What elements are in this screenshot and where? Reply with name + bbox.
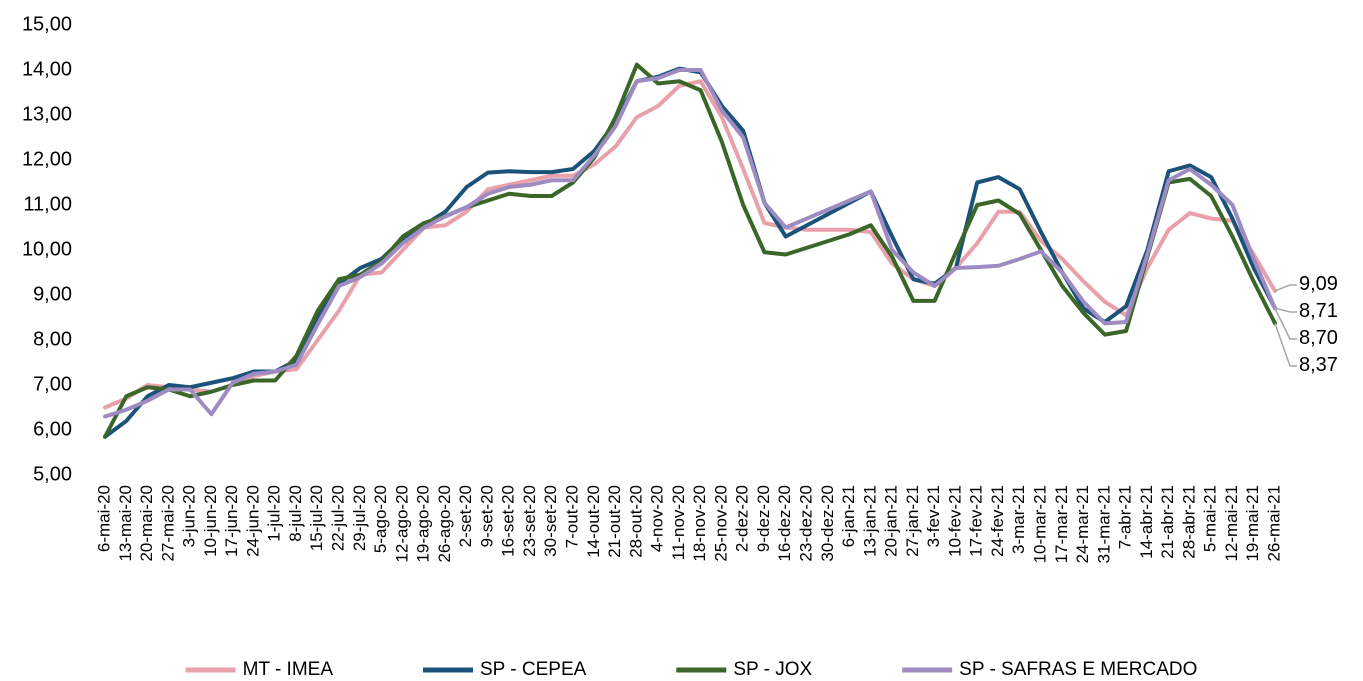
x-tick-label: 4-nov-20 [648,485,667,552]
x-tick-label: 14-abr-21 [1137,485,1156,559]
data-label: 8,71 [1299,300,1338,322]
x-tick-label: 25-nov-20 [711,485,730,562]
x-tick-label: 10-fev-21 [945,485,964,557]
x-tick-label: 27-mai-20 [158,485,177,562]
x-tick-label: 19-mai-21 [1243,485,1262,562]
data-label: 9,09 [1299,273,1338,295]
series-line [103,68,1277,419]
x-tick-label: 11-nov-20 [669,485,688,560]
x-tick-label: 10-jun-20 [201,485,220,557]
x-tick-label: 17-mar-21 [1052,485,1071,563]
x-tick-label: 12-mai-21 [1222,485,1241,562]
y-tick-label: 12,00 [22,148,72,170]
leader-line [1274,308,1297,340]
y-tick-label: 10,00 [22,238,72,260]
leader-line [1274,284,1297,292]
x-tick-label: 23-dez-20 [796,485,815,562]
x-tick-label: 20-jan-21 [882,485,901,557]
x-tick-label: 6-mai-20 [94,485,113,552]
y-tick-label: 11,00 [23,193,72,215]
x-tick-label: 5-mai-21 [1201,485,1220,552]
x-tick-label: 28-out-20 [626,485,645,558]
x-tick-label: 23-set-20 [520,485,539,557]
y-tick-label: 15,00 [22,13,72,35]
x-tick-label: 7-out-20 [562,485,581,548]
x-tick-label: 26-ago-20 [435,485,454,563]
x-tick-label: 20-mai-20 [137,485,156,562]
y-tick-label: 13,00 [22,103,72,125]
x-tick-label: 1-jul-20 [265,485,284,542]
data-label: 8,37 [1299,354,1338,376]
legend-label: SP - SAFRAS E MERCADO [959,659,1197,680]
x-tick-label: 14-out-20 [584,485,603,558]
y-tick-label: 7,00 [33,373,72,395]
x-tick-label: 2-dez-20 [733,485,752,552]
y-tick-label: 8,00 [33,328,72,350]
x-tick-label: 19-ago-20 [414,485,433,563]
x-tick-label: 24-mar-21 [1073,485,1092,563]
x-tick-label: 21-out-20 [605,485,624,558]
leader-line [1274,307,1297,313]
x-tick-label: 2-set-20 [456,485,475,547]
x-tick-label: 7-abr-21 [1116,485,1135,549]
x-tick-label: 6-jan-21 [839,485,858,547]
x-tick-label: 13-jan-21 [860,485,879,557]
series-line [103,79,1277,410]
y-tick-label: 9,00 [33,283,72,305]
x-tick-label: 26-mai-21 [1264,485,1283,562]
legend-label: MT - IMEA [243,659,334,680]
x-tick-label: 13-mai-20 [116,485,135,562]
x-tick-label: 9-set-20 [477,485,496,547]
series-line [103,66,1277,439]
x-tick-label: 16-set-20 [499,485,518,557]
x-tick-label: 28-abr-21 [1179,485,1198,559]
x-tick-label: 15-jul-20 [307,485,326,551]
x-tick-label: 17-fev-21 [967,485,986,557]
x-tick-label: 3-fev-21 [924,485,943,547]
legend-label: SP - JOX [733,659,812,680]
x-tick-label: 21-abr-21 [1158,485,1177,559]
x-tick-label: 17-jun-20 [222,485,241,557]
x-tick-label: 9-dez-20 [754,485,773,552]
x-tick-label: 22-jul-20 [328,485,347,551]
series-line [103,62,1277,439]
x-tick-label: 24-fev-21 [988,485,1007,557]
x-tick-label: 12-ago-20 [392,485,411,563]
leader-line [1274,323,1297,367]
x-tick-label: 10-mar-21 [1030,485,1049,563]
x-tick-label: 29-jul-20 [350,485,369,551]
x-tick-label: 31-mar-21 [1094,485,1113,563]
x-tick-label: 3-jun-20 [180,485,199,547]
x-tick-label: 18-nov-20 [690,485,709,562]
legend: MT - IMEA SP - CEPEA SP - JOX SP - SAFRAS E… [185,659,1197,680]
y-tick-label: 6,00 [33,418,72,440]
x-tick-label: 27-jan-21 [903,485,922,557]
x-tick-label: 16-dez-20 [775,485,794,562]
x-tick-label: 30-set-20 [541,485,560,557]
x-tick-label: 24-jun-20 [243,485,262,557]
legend-label: SP - CEPEA [480,659,587,680]
x-tick-label: 8-jul-20 [286,485,305,542]
y-tick-label: 5,00 [33,463,72,485]
x-tick-label: 3-mar-21 [1009,485,1028,554]
y-tick-label: 14,00 [22,58,72,80]
data-label: 8,70 [1299,327,1338,349]
x-tick-label: 30-dez-20 [818,485,837,562]
x-tick-label: 5-ago-20 [371,485,390,553]
